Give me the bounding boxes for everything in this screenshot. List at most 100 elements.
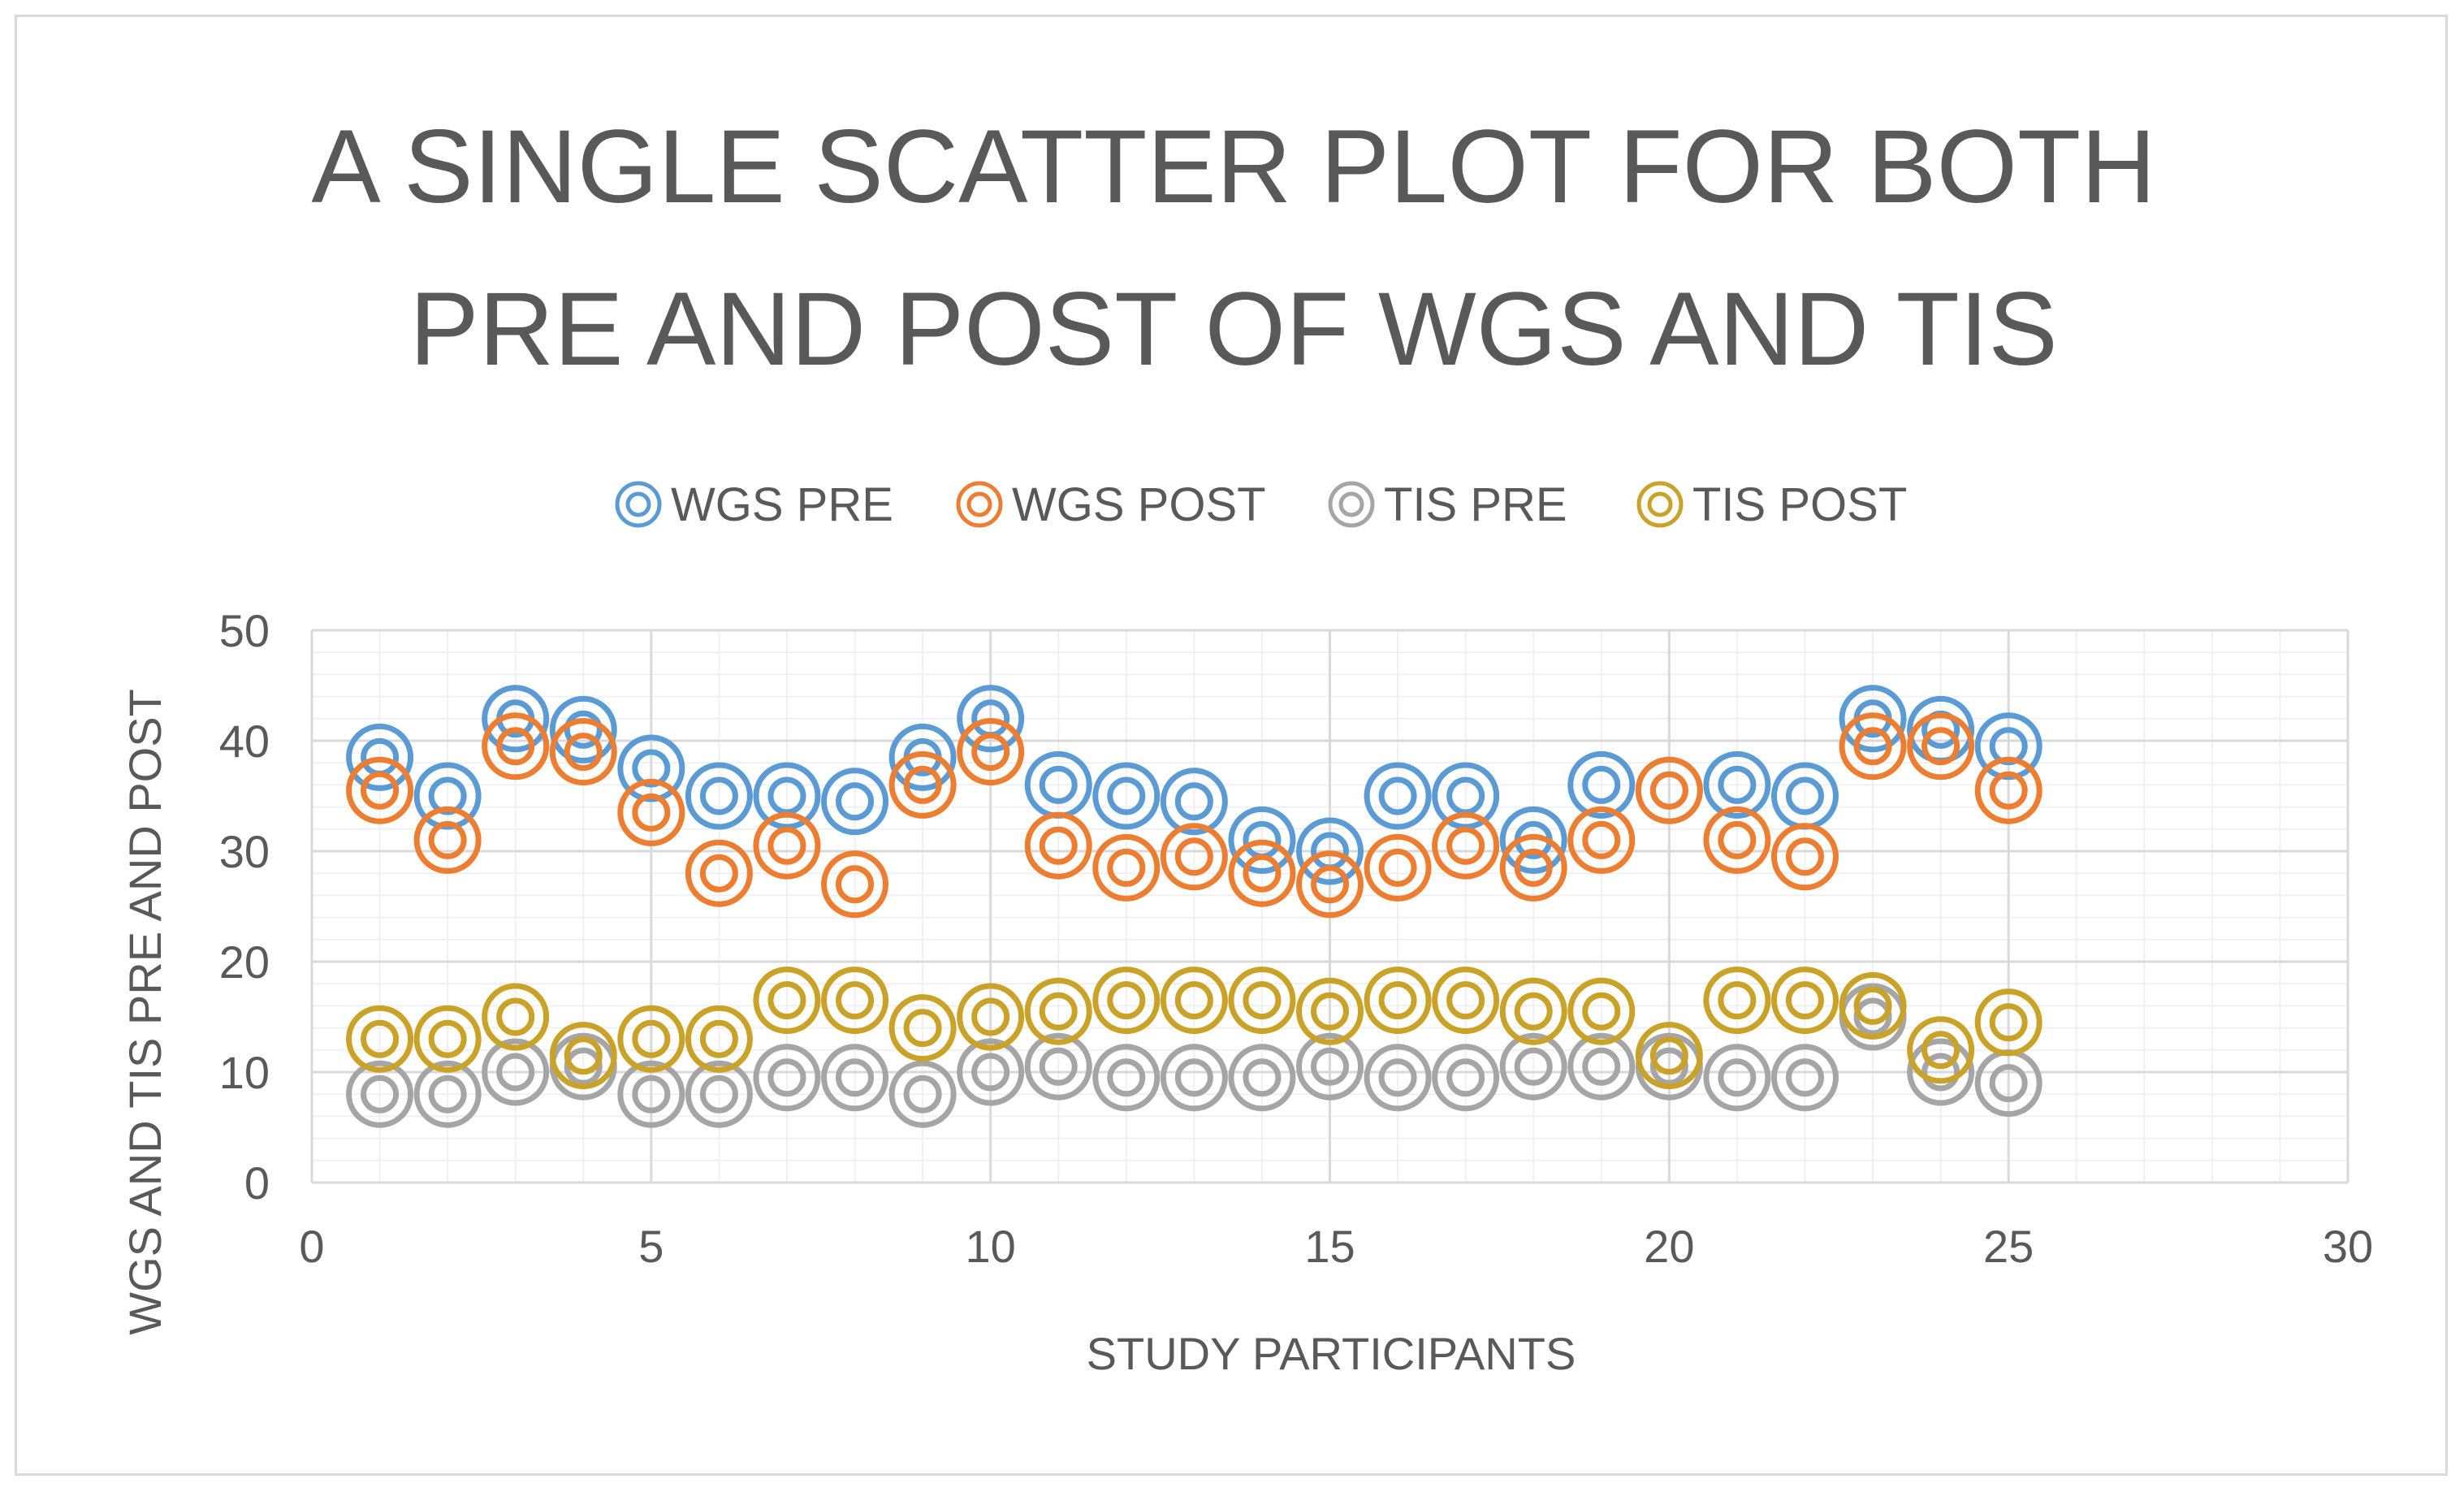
data-point [1703,967,1771,1035]
data-point [1499,833,1567,902]
data-point [482,1038,550,1106]
data-point [1228,967,1296,1035]
legend-item: WGS PRE [615,478,893,531]
data-point [1432,1044,1500,1112]
legend-label: WGS POST [1012,478,1266,531]
y-tick-label: 10 [219,1047,270,1098]
data-point [1907,712,1975,781]
data-point [549,695,617,763]
y-axis-ticks: 0 10 20 30 40 50 [219,605,270,1209]
data-point [1024,811,1092,880]
data-point [482,983,550,1051]
data-point [346,756,414,824]
x-tick-label: 30 [2323,1221,2373,1272]
data-point [1703,1044,1771,1112]
x-tick-label: 15 [1304,1221,1355,1272]
data-point [888,750,957,819]
data-point [617,1060,685,1128]
legend-item: TIS PRE [1328,478,1567,531]
data-point [1499,1032,1567,1101]
x-tick-label: 25 [1983,1221,2034,1272]
data-point [617,1005,685,1073]
data-point [957,718,1025,786]
x-axis-title: STUDY PARTICIPANTS [1087,1328,1576,1379]
data-point [888,994,957,1062]
data-point [1092,833,1161,902]
data-point [1567,1032,1636,1101]
legend-item: WGS POST [956,478,1266,531]
series-wgs-post [346,712,2043,919]
data-point [821,967,889,1035]
data-point [1839,971,1907,1040]
data-point [1296,850,1364,919]
data-point [1024,1032,1092,1101]
data-point [346,1005,414,1073]
data-point [1974,988,2043,1057]
data-point [1567,750,1636,819]
data-points [346,685,2043,1128]
legend-label: TIS PRE [1384,478,1567,531]
data-point [1703,750,1771,819]
x-tick-label: 20 [1644,1221,1694,1272]
data-point [753,811,821,880]
legend-item: TIS POST [1636,478,1907,531]
y-tick-label: 20 [219,936,270,988]
data-point [753,1044,821,1112]
data-point [685,762,753,830]
plot-area [310,629,2349,1184]
scatter-chart: A SINGLE SCATTER PLOT FOR BOTH PRE AND P… [119,109,2373,1379]
data-point [346,1060,414,1128]
data-point [1296,977,1364,1045]
y-tick-label: 30 [219,826,270,877]
x-tick-label: 10 [966,1221,1016,1272]
data-point [413,762,482,830]
data-point [1228,1044,1296,1112]
data-point [1770,967,1839,1035]
chart-title-line-2: PRE AND POST OF WGS AND TIS [409,271,2057,387]
data-point [413,1005,482,1073]
y-tick-label: 0 [244,1157,270,1209]
data-point [1432,967,1500,1035]
data-point [1092,967,1161,1035]
y-tick-label: 40 [219,716,270,767]
chart-title-line-1: A SINGLE SCATTER PLOT FOR BOTH [311,109,2155,225]
data-point [1364,1044,1432,1112]
data-point [1635,756,1703,824]
legend-marker [615,481,662,528]
x-tick-label: 5 [638,1221,664,1272]
data-point [1432,811,1500,880]
data-point [1839,712,1907,781]
data-point [1907,1038,1975,1106]
data-point [1364,833,1432,902]
data-point [413,806,482,874]
series-tis-pre [346,983,2043,1128]
legend-label: TIS POST [1692,478,1907,531]
data-point [1364,762,1432,830]
data-point [1092,1044,1161,1112]
data-point [1635,1022,1703,1090]
data-point [1024,977,1092,1045]
data-point [957,983,1025,1051]
data-point [1974,712,2043,781]
data-point [685,1005,753,1073]
data-point [1160,768,1228,836]
data-point [1296,1032,1364,1101]
data-point [1907,1016,1975,1084]
data-point [1228,839,1296,907]
data-point [413,1060,482,1128]
y-tick-label: 50 [219,605,270,656]
data-point [821,850,889,919]
data-point [1160,967,1228,1035]
y-axis-title: WGS AND TIS PRE AND POST [119,689,171,1335]
chart-frame: A SINGLE SCATTER PLOT FOR BOTH PRE AND P… [15,15,2448,1476]
data-point [1703,806,1771,874]
data-point [685,839,753,907]
data-point [685,1060,753,1128]
data-point [1770,823,1839,891]
data-point [1160,823,1228,891]
data-point [888,1060,957,1128]
data-point [753,967,821,1035]
data-point [1499,977,1567,1045]
data-point [1770,1044,1839,1112]
data-point [1567,806,1636,874]
